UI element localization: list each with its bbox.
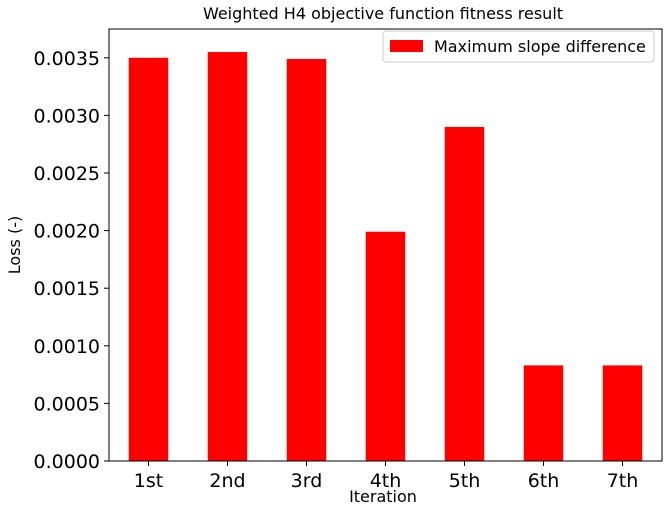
bar-6th [523, 365, 564, 461]
x-tick-label: 4th [370, 470, 402, 492]
plot-frame [108, 28, 663, 462]
legend: Maximum slope difference [382, 30, 655, 63]
x-tick-label: 2nd [209, 470, 245, 492]
x-tick-label: 5th [449, 470, 481, 492]
x-tick-label: 1st [134, 470, 163, 492]
bar-4th [365, 231, 406, 461]
y-tick-label: 0.0005 [34, 393, 100, 415]
y-tick-label: 0.0035 [34, 48, 100, 70]
bar-7th [602, 365, 643, 461]
y-axis-title: Loss (-) [5, 216, 24, 274]
bar-1st [128, 57, 169, 462]
y-axis-ticks: 0.0000 0.0005 0.0010 0.0015 0.0020 0.0025 0.00… [34, 48, 109, 473]
y-tick-label: 0.0015 [34, 278, 100, 300]
y-tick-label: 0.0010 [34, 336, 100, 358]
chart-title: Weighted H4 objective function fitness r… [203, 4, 563, 23]
x-tick-label: 7th [607, 470, 639, 492]
x-tick-label: 6th [528, 470, 560, 492]
x-axis-ticks: 1st 2nd 3rd 4th 5th 6th 7th [134, 461, 639, 492]
x-tick-label: 3rd [291, 470, 323, 492]
legend-label: Maximum slope difference [434, 37, 646, 56]
x-axis-title: Iteration [349, 487, 417, 506]
bar-5th [444, 126, 485, 462]
bar-2nd [207, 52, 248, 461]
y-tick-label: 0.0000 [34, 451, 100, 473]
legend-swatch [390, 40, 423, 52]
bar-3rd [286, 58, 327, 461]
legend-frame [382, 30, 655, 63]
y-tick-label: 0.0020 [34, 221, 100, 243]
y-tick-label: 0.0025 [34, 163, 100, 185]
y-tick-label: 0.0030 [34, 105, 100, 127]
bars-layer [128, 52, 643, 462]
